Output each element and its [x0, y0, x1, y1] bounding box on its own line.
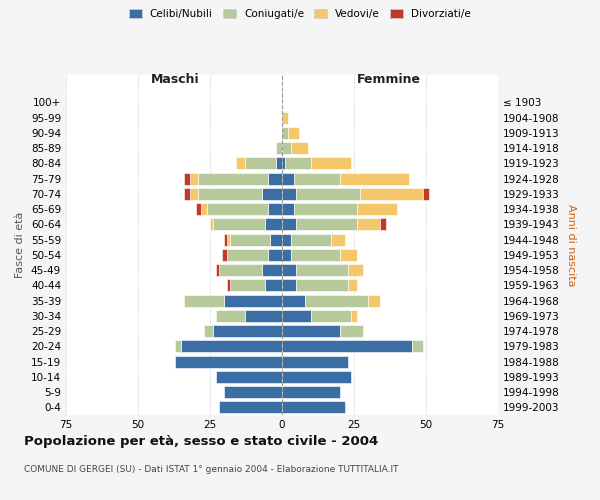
Bar [175, 340, 181, 352]
Bar [311, 310, 351, 322]
Bar [357, 218, 380, 230]
Bar [207, 203, 268, 215]
Bar [311, 158, 351, 170]
Bar [181, 340, 282, 352]
Bar [230, 280, 265, 291]
Bar [282, 294, 305, 306]
Bar [282, 203, 293, 215]
Bar [216, 264, 218, 276]
Text: Popolazione per età, sesso e stato civile - 2004: Popolazione per età, sesso e stato civil… [24, 435, 378, 448]
Bar [224, 234, 227, 245]
Bar [340, 325, 362, 337]
Bar [213, 325, 282, 337]
Bar [230, 234, 271, 245]
Bar [282, 158, 285, 170]
Bar [199, 188, 262, 200]
Bar [262, 264, 282, 276]
Bar [268, 172, 282, 184]
Bar [357, 203, 397, 215]
Bar [282, 371, 351, 383]
Bar [184, 172, 190, 184]
Bar [380, 218, 386, 230]
Bar [340, 172, 409, 184]
Bar [305, 294, 368, 306]
Legend: Celibi/Nubili, Coniugati/e, Vedovi/e, Divorziati/e: Celibi/Nubili, Coniugati/e, Vedovi/e, Di… [125, 5, 475, 24]
Bar [331, 234, 346, 245]
Bar [285, 158, 311, 170]
Bar [282, 340, 412, 352]
Bar [282, 188, 296, 200]
Bar [296, 264, 348, 276]
Bar [282, 127, 288, 139]
Bar [218, 264, 262, 276]
Bar [282, 172, 293, 184]
Bar [290, 234, 331, 245]
Bar [282, 402, 346, 413]
Bar [204, 325, 213, 337]
Bar [190, 188, 199, 200]
Bar [296, 188, 360, 200]
Bar [282, 310, 311, 322]
Bar [282, 234, 290, 245]
Bar [276, 158, 282, 170]
Bar [190, 172, 199, 184]
Text: COMUNE DI GERGEI (SU) - Dati ISTAT 1° gennaio 2004 - Elaborazione TUTTITALIA.IT: COMUNE DI GERGEI (SU) - Dati ISTAT 1° ge… [24, 465, 398, 474]
Y-axis label: Anni di nascita: Anni di nascita [566, 204, 576, 286]
Bar [224, 294, 282, 306]
Bar [293, 172, 340, 184]
Bar [288, 127, 299, 139]
Bar [296, 218, 357, 230]
Bar [265, 280, 282, 291]
Bar [236, 158, 245, 170]
Y-axis label: Fasce di età: Fasce di età [16, 212, 25, 278]
Bar [282, 112, 288, 124]
Bar [290, 142, 308, 154]
Bar [268, 249, 282, 261]
Bar [221, 249, 227, 261]
Bar [175, 356, 282, 368]
Bar [282, 386, 340, 398]
Bar [282, 325, 340, 337]
Bar [282, 280, 296, 291]
Bar [276, 142, 282, 154]
Bar [213, 218, 265, 230]
Bar [227, 280, 230, 291]
Bar [348, 264, 362, 276]
Bar [245, 310, 282, 322]
Bar [368, 294, 380, 306]
Bar [245, 158, 276, 170]
Bar [184, 294, 224, 306]
Bar [184, 188, 190, 200]
Bar [423, 188, 429, 200]
Bar [282, 218, 296, 230]
Bar [290, 249, 340, 261]
Bar [348, 280, 357, 291]
Text: Femmine: Femmine [356, 72, 421, 86]
Bar [224, 386, 282, 398]
Bar [196, 203, 202, 215]
Bar [351, 310, 357, 322]
Bar [293, 203, 357, 215]
Bar [210, 218, 213, 230]
Bar [227, 234, 230, 245]
Bar [227, 249, 268, 261]
Bar [216, 371, 282, 383]
Bar [412, 340, 423, 352]
Bar [271, 234, 282, 245]
Bar [282, 264, 296, 276]
Bar [202, 203, 207, 215]
Bar [360, 188, 423, 200]
Bar [216, 310, 245, 322]
Bar [296, 280, 348, 291]
Bar [199, 172, 268, 184]
Bar [262, 188, 282, 200]
Bar [340, 249, 357, 261]
Bar [282, 356, 348, 368]
Bar [265, 218, 282, 230]
Bar [268, 203, 282, 215]
Bar [282, 249, 290, 261]
Bar [282, 142, 290, 154]
Bar [218, 402, 282, 413]
Text: Maschi: Maschi [151, 72, 200, 86]
